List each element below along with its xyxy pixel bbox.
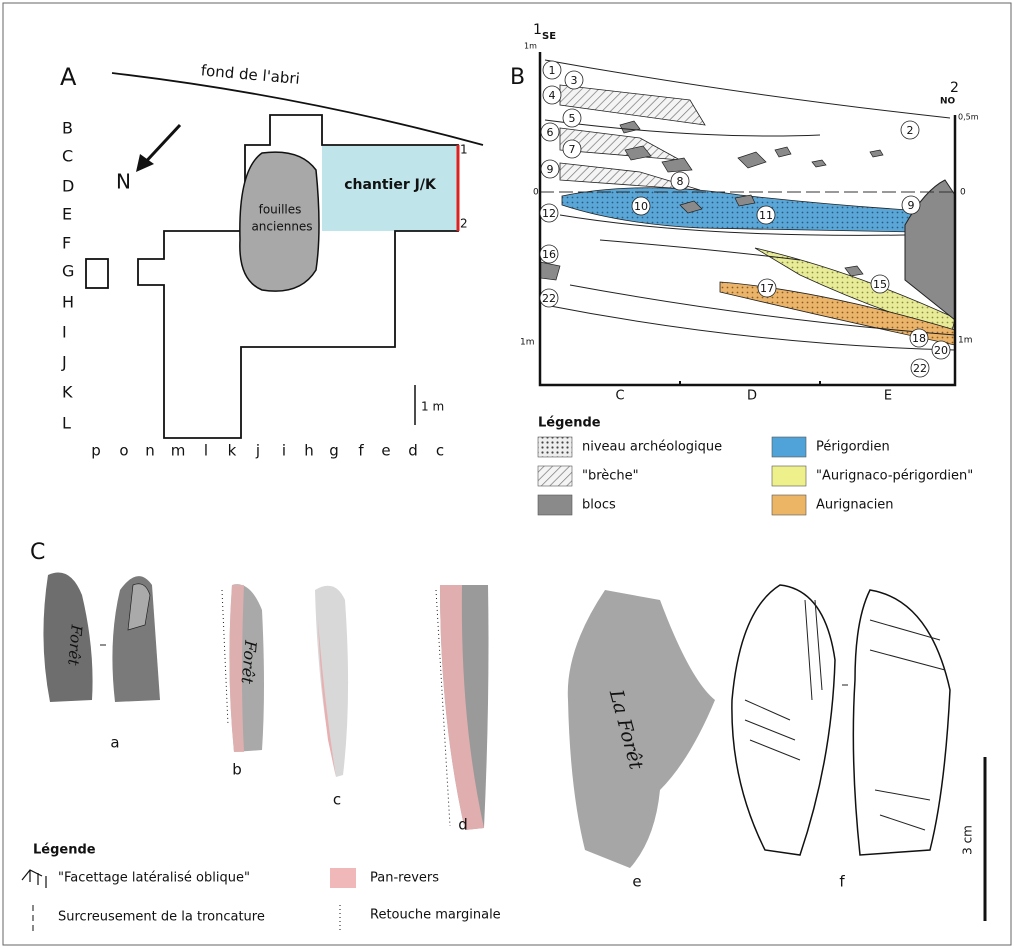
column-label: p: [91, 442, 101, 460]
depth-label: 1m: [958, 336, 973, 346]
legend-swatch: [772, 495, 806, 515]
piece-label: e: [632, 873, 641, 891]
section-start: 1: [533, 22, 542, 38]
legend-item: "Facettage latéralisé oblique": [58, 871, 250, 886]
row-label: J: [61, 353, 67, 372]
column-label: l: [204, 442, 208, 460]
old-excavation-label: anciennes: [251, 220, 312, 234]
column-label: g: [329, 442, 339, 460]
section-side: SE: [542, 31, 556, 42]
legend-item: "brèche": [582, 469, 639, 484]
piece-label: c: [333, 791, 341, 809]
column-label: i: [282, 442, 286, 460]
layer-number: 4: [549, 89, 556, 102]
legend-item: Pan-revers: [370, 871, 439, 886]
old-excavation-label: fouilles: [259, 203, 302, 217]
square-label: E: [884, 389, 892, 404]
row-label: G: [62, 262, 74, 281]
row-label: I: [62, 323, 67, 342]
legend-title: Légende: [538, 416, 601, 431]
legend-item: Aurignacien: [816, 498, 894, 513]
column-label: c: [436, 442, 444, 460]
depth-label: 1m: [524, 42, 537, 51]
square-label: D: [747, 389, 757, 404]
scale-label: 3 cm: [961, 825, 975, 855]
piece-label: a: [110, 734, 119, 752]
layer-number: 11: [759, 209, 773, 222]
layer-number: 3: [571, 74, 578, 87]
layer-number: 20: [934, 344, 948, 357]
legend-item: "Aurignaco-périgordien": [816, 469, 973, 484]
layer-number: 16: [542, 248, 556, 261]
layer-number: 9: [547, 163, 554, 176]
column-label: k: [228, 442, 237, 460]
row-label: B: [62, 119, 73, 138]
row-label: C: [62, 147, 73, 166]
panel-label: C: [30, 540, 45, 565]
legend-swatch: [538, 466, 572, 486]
legend-item: Périgordien: [816, 440, 890, 455]
column-label: e: [381, 442, 390, 460]
legend-item: Retouche marginale: [370, 908, 501, 923]
panel-label: A: [60, 63, 77, 91]
legend-swatch: [538, 495, 572, 515]
north-label: N: [116, 170, 131, 194]
layer-number: 22: [913, 362, 927, 375]
pan-revers-swatch: [330, 868, 356, 888]
legend-item: blocs: [582, 498, 616, 513]
legend-item: Surcreusement de la troncature: [58, 910, 265, 925]
layer-number: 10: [634, 200, 648, 213]
depth-label: 1m: [520, 338, 535, 348]
layer-number: 9: [908, 199, 915, 212]
depth-label: 0: [960, 188, 966, 198]
inscription: Forêt: [238, 639, 261, 685]
row-label: F: [62, 234, 71, 253]
layer-number: 2: [907, 124, 914, 137]
row-label: H: [62, 293, 74, 312]
legend-item: niveau archéologique: [582, 440, 722, 455]
excavation-label: chantier J/K: [344, 177, 437, 193]
legend-swatch: [772, 466, 806, 486]
layer-number: 12: [542, 207, 556, 220]
depth-label: 0: [533, 188, 539, 198]
layer-number: 6: [547, 126, 554, 139]
square-label: C: [615, 389, 624, 404]
row-label: L: [62, 414, 71, 433]
panel-label: B: [510, 65, 525, 90]
section-end: 2: [460, 217, 468, 231]
layer-number: 8: [677, 175, 684, 188]
section-end: 2: [950, 80, 959, 96]
scale-label: 1 m: [421, 400, 444, 414]
row-label: E: [62, 205, 72, 224]
section-side: NO: [940, 97, 956, 107]
legend-swatch: [538, 437, 572, 457]
inscription: Forêt: [64, 623, 86, 667]
column-label: h: [304, 442, 314, 460]
row-label: D: [62, 177, 74, 196]
layer-number: 17: [760, 282, 774, 295]
layer-number: 15: [873, 278, 887, 291]
section-end: 1: [460, 143, 468, 157]
column-label: o: [119, 442, 128, 460]
column-label: f: [358, 442, 364, 460]
layer-number: 22: [542, 292, 556, 305]
layer-number: 1: [549, 64, 556, 77]
column-label: n: [145, 442, 155, 460]
row-label: K: [62, 383, 73, 402]
piece-label: b: [232, 761, 242, 779]
figure: A fond de l'abri N chantier J/K fouilles…: [0, 0, 1014, 948]
layer-number: 18: [912, 332, 926, 345]
column-label: j: [255, 442, 260, 460]
piece-label: d: [458, 816, 468, 834]
depth-label: 0,5m: [958, 113, 979, 122]
column-label: m: [171, 442, 186, 460]
column-label: d: [408, 442, 418, 460]
layer-number: 5: [569, 112, 576, 125]
legend-swatch: [772, 437, 806, 457]
piece-label: f: [839, 873, 845, 891]
layer-number: 7: [569, 143, 576, 156]
legend-title: Légende: [33, 843, 96, 858]
